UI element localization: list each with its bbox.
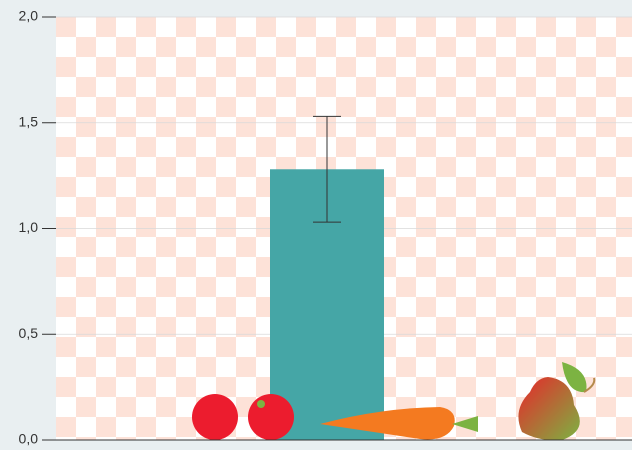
y-tick-label: 1,5 [19,113,39,129]
y-tick-label: 0,5 [19,325,39,341]
tomato-icon [248,394,294,440]
tomato-icon [192,394,238,440]
chart: 0,0 0,5 1,0 1,5 2,0 [0,0,632,450]
y-tick-label: 0,0 [19,431,39,447]
tomato-stem [257,400,265,408]
page: 0,00,51,01,52,0 (() => { const data = JS… [0,0,632,450]
y-tick-label: 2,0 [19,8,39,24]
y-tick-label: 1,0 [19,219,39,235]
